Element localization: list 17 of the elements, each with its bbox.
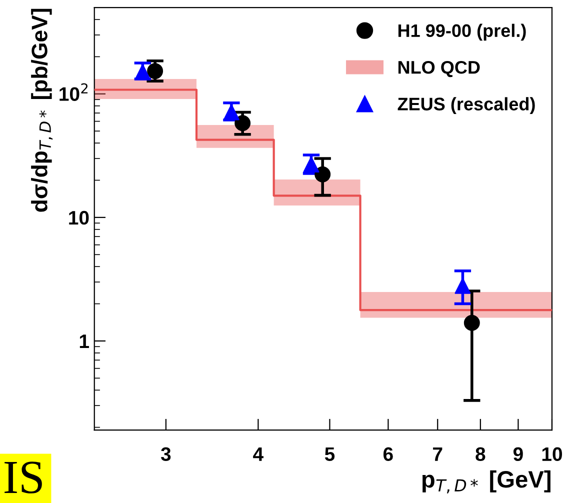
x-tick-label: 7 (433, 447, 442, 461)
x-tick-label: 10 (542, 447, 562, 462)
y-axis-title: dσ/dp$_{T,D*}$ [pb/GeV] (31, 8, 53, 212)
x-tick-label: 6 (383, 447, 393, 462)
x-tick-label: 5 (324, 447, 335, 462)
x-axis-title: p$_{T,D*}$ [GeV] (422, 470, 550, 494)
x-tick-label: 9 (513, 447, 523, 462)
x-tick-label: 3 (160, 447, 171, 462)
y-tick-label: 10 (69, 210, 89, 225)
legend-label: H1 99-00 (prel.) (398, 24, 526, 41)
text: IS (4, 462, 42, 494)
x-tick-label: 4 (253, 447, 264, 461)
y-tick-label: 10$^{2}$ (60, 83, 88, 101)
y-tick-label: 1 (80, 334, 89, 348)
legend-label: NLO QCD (398, 60, 480, 78)
legend-label: ZEUS (rescaled) (398, 97, 535, 114)
x-tick-label: 8 (476, 447, 486, 462)
